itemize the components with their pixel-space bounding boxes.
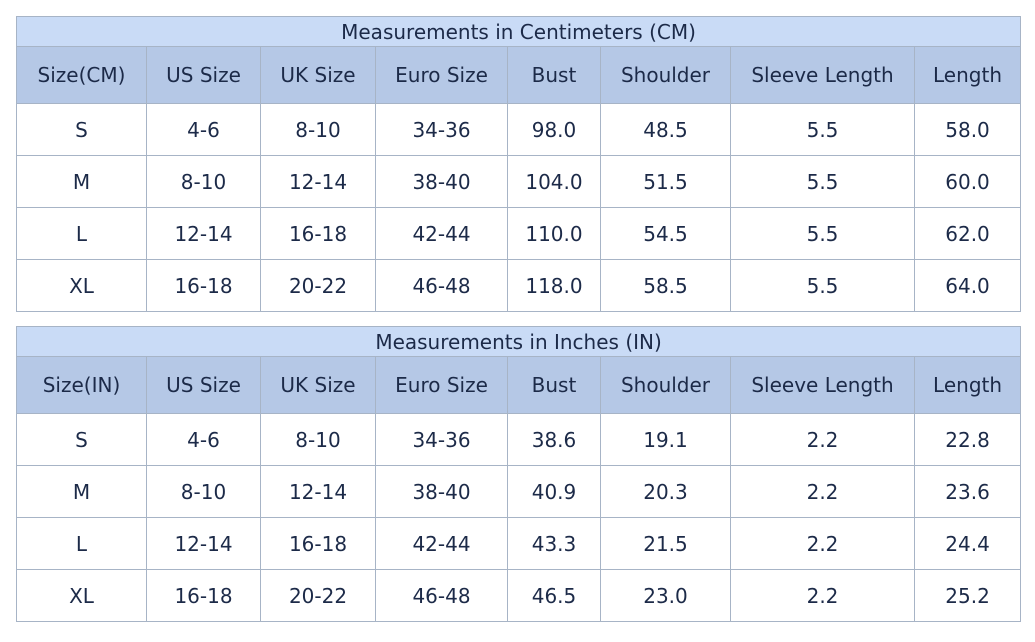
cell: 42-44 <box>375 207 508 260</box>
cell: 43.3 <box>507 517 601 570</box>
cell: 8-10 <box>260 103 376 156</box>
table-title: Measurements in Centimeters (CM) <box>15 16 1022 47</box>
cell: 62.0 <box>913 207 1022 260</box>
cell: 12-14 <box>260 465 376 518</box>
cell: 16-18 <box>260 517 376 570</box>
column-header: Size(IN) <box>16 356 147 414</box>
cell: 118.0 <box>507 259 601 312</box>
cell: 110.0 <box>507 207 601 260</box>
cell: 48.5 <box>600 103 731 156</box>
size-table: Measurements in Centimeters (CM) Size(CM)… <box>15 16 1022 312</box>
header-row: Size(IN) US Size UK Size Euro Size Bust Shoul… <box>16 356 1022 414</box>
cell: 8-10 <box>146 465 261 518</box>
cell: 8-10 <box>146 155 261 208</box>
cell: 20-22 <box>260 569 376 622</box>
data-row: L 12-14 16-18 42-44 110.0 54.5 5.5 62.0 <box>16 207 1022 260</box>
cell: 51.5 <box>600 155 731 208</box>
column-header: Shoulder <box>600 46 731 104</box>
data-row: M 8-10 12-14 38-40 104.0 51.5 5.5 60.0 <box>16 155 1022 208</box>
cell: 64.0 <box>913 259 1022 312</box>
cell: 5.5 <box>730 155 915 208</box>
cell: 54.5 <box>600 207 731 260</box>
cell: L <box>16 517 147 570</box>
cell: 20.3 <box>600 465 731 518</box>
cell: 20-22 <box>260 259 376 312</box>
cell: 34-36 <box>375 103 508 156</box>
cell: 16-18 <box>146 259 261 312</box>
cell: 104.0 <box>507 155 601 208</box>
column-header: UK Size <box>260 356 376 414</box>
cell: 38-40 <box>375 155 508 208</box>
cell: 2.2 <box>730 413 915 466</box>
cell: L <box>16 207 147 260</box>
cell: 2.2 <box>730 517 915 570</box>
cell: 2.2 <box>730 465 915 518</box>
cell: 2.2 <box>730 569 915 622</box>
cell: 12-14 <box>146 517 261 570</box>
header-row: Size(CM) US Size UK Size Euro Size Bust Shoul… <box>16 46 1022 104</box>
cell: 34-36 <box>375 413 508 466</box>
cell: 16-18 <box>146 569 261 622</box>
cell: 21.5 <box>600 517 731 570</box>
cell: S <box>16 103 147 156</box>
cell: 4-6 <box>146 413 261 466</box>
cell: 58.5 <box>600 259 731 312</box>
column-header: Size(CM) <box>16 46 147 104</box>
cell: S <box>16 413 147 466</box>
data-row: S 4-6 8-10 34-36 38.6 19.1 2.2 22.8 <box>16 413 1022 466</box>
cell: 16-18 <box>260 207 376 260</box>
cell: 8-10 <box>260 413 376 466</box>
cell: 23.6 <box>913 465 1022 518</box>
title-row: Measurements in Centimeters (CM) <box>15 16 1022 47</box>
cell: 98.0 <box>507 103 601 156</box>
cell: 12-14 <box>146 207 261 260</box>
cell: 40.9 <box>507 465 601 518</box>
cell: 23.0 <box>600 569 731 622</box>
column-header: UK Size <box>260 46 376 104</box>
data-row: XL 16-18 20-22 46-48 46.5 23.0 2.2 25.2 <box>16 569 1022 622</box>
cell: M <box>16 155 147 208</box>
cell: 5.5 <box>730 259 915 312</box>
cell: 58.0 <box>913 103 1022 156</box>
cell: XL <box>16 569 147 622</box>
data-row: XL 16-18 20-22 46-48 118.0 58.5 5.5 64.0 <box>16 259 1022 312</box>
cell: 4-6 <box>146 103 261 156</box>
column-header: Sleeve Length <box>730 46 915 104</box>
title-row: Measurements in Inches (IN) <box>15 326 1022 357</box>
data-row: S 4-6 8-10 34-36 98.0 48.5 5.5 58.0 <box>16 103 1022 156</box>
column-header: US Size <box>146 46 261 104</box>
cell: 19.1 <box>600 413 731 466</box>
column-header: Euro Size <box>375 46 508 104</box>
cell: 42-44 <box>375 517 508 570</box>
column-header: Length <box>913 356 1022 414</box>
cell: 5.5 <box>730 207 915 260</box>
cell: 60.0 <box>913 155 1022 208</box>
column-header: Shoulder <box>600 356 731 414</box>
column-header: Bust <box>507 356 601 414</box>
cell: 46-48 <box>375 569 508 622</box>
column-header: Bust <box>507 46 601 104</box>
data-row: M 8-10 12-14 38-40 40.9 20.3 2.2 23.6 <box>16 465 1022 518</box>
cell: 46-48 <box>375 259 508 312</box>
column-header: Sleeve Length <box>730 356 915 414</box>
size-table: Measurements in Inches (IN) Size(IN) US Si… <box>15 326 1022 622</box>
size-charts: Measurements in Centimeters (CM) Size(CM)… <box>15 16 1022 636</box>
data-row: L 12-14 16-18 42-44 43.3 21.5 2.2 24.4 <box>16 517 1022 570</box>
cell: 38.6 <box>507 413 601 466</box>
cell: 5.5 <box>730 103 915 156</box>
column-header: Euro Size <box>375 356 508 414</box>
cell: XL <box>16 259 147 312</box>
cell: 38-40 <box>375 465 508 518</box>
cell: 46.5 <box>507 569 601 622</box>
cell: 24.4 <box>913 517 1022 570</box>
cell: 22.8 <box>913 413 1022 466</box>
cell: M <box>16 465 147 518</box>
table-title: Measurements in Inches (IN) <box>15 326 1022 357</box>
column-header: US Size <box>146 356 261 414</box>
column-header: Length <box>913 46 1022 104</box>
cell: 25.2 <box>913 569 1022 622</box>
cell: 12-14 <box>260 155 376 208</box>
